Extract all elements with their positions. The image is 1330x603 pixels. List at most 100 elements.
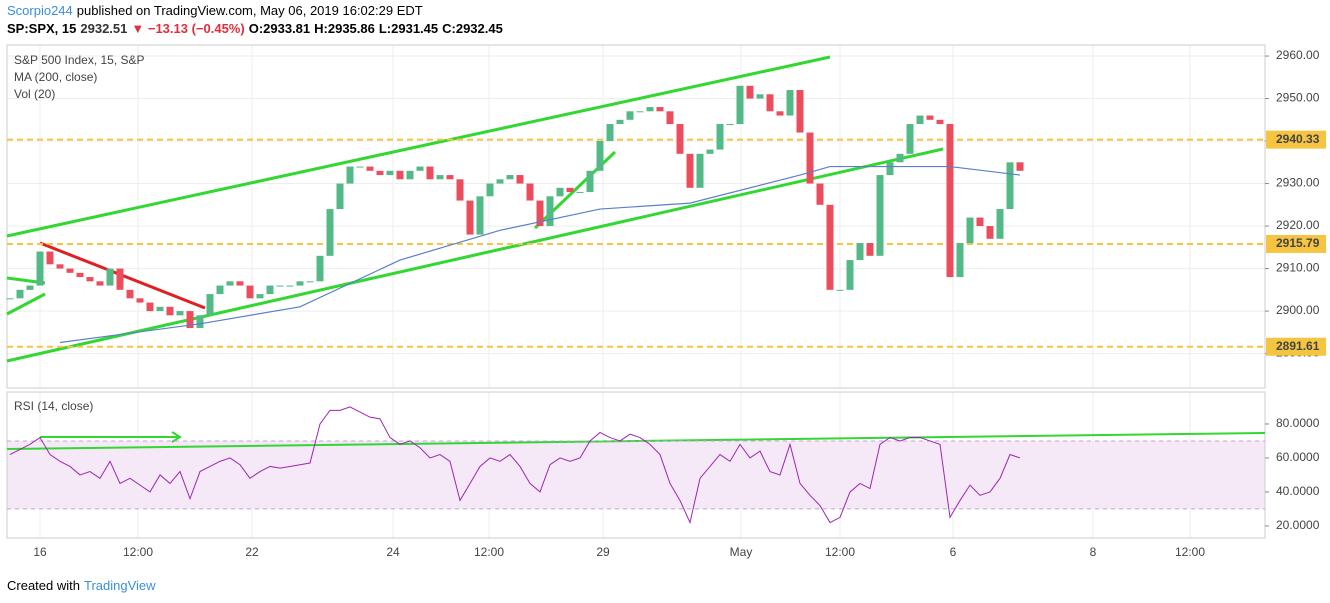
candle-body	[56, 264, 64, 269]
x-tick-label: May	[730, 545, 753, 559]
x-tick-label: 12:00	[123, 545, 153, 559]
candle-body	[276, 285, 284, 287]
candle-body	[376, 170, 384, 176]
candle-body	[176, 311, 184, 316]
candle-body	[36, 251, 44, 286]
y-tick-label: 2950.00	[1276, 91, 1320, 105]
candle-body	[306, 281, 314, 283]
y-tick-label: 40.0000	[1276, 484, 1320, 498]
candle-body	[266, 285, 274, 295]
candle-body	[186, 311, 194, 329]
candle-body	[46, 251, 54, 265]
candle-body	[246, 285, 254, 299]
candle-body	[866, 243, 874, 256]
y-tick-label: 60.0000	[1276, 450, 1320, 464]
candle-body	[936, 119, 944, 125]
candle-body	[676, 124, 684, 154]
candle-body	[516, 175, 524, 184]
candle-body	[506, 175, 514, 180]
candle-body	[926, 115, 934, 120]
arrow-head	[171, 431, 182, 443]
candle-body	[766, 94, 774, 112]
candle-body	[116, 268, 124, 290]
candle-body	[296, 281, 304, 286]
change: ▼ −13.13 (−0.45%)	[131, 21, 245, 36]
level-badge	[1266, 337, 1326, 356]
candle-body	[846, 260, 854, 290]
candle-body	[226, 281, 234, 286]
level-label: 2891.61	[1276, 339, 1320, 353]
candle-body	[206, 294, 214, 316]
candle-body	[856, 243, 864, 261]
y-tick-label: 2960.00	[1276, 48, 1320, 62]
candle-body	[986, 226, 994, 239]
candle-body	[326, 209, 334, 256]
candle-body	[136, 298, 144, 303]
candle-body	[656, 107, 664, 112]
x-tick-label: 6	[950, 545, 957, 559]
candle-body	[996, 209, 1004, 239]
y-tick-label: 80.0000	[1276, 416, 1320, 430]
candle-body	[886, 162, 894, 176]
candle-body	[66, 268, 74, 273]
candle-body	[1016, 162, 1024, 171]
candle-body	[76, 272, 84, 278]
channel-bottom	[6, 147, 944, 363]
candle-body	[906, 124, 914, 154]
candle-body	[216, 285, 224, 295]
ma-legend: MA (200, close)	[14, 70, 97, 84]
candle-body	[736, 85, 744, 125]
candle-body	[566, 187, 574, 193]
header-line-2: SP:SPX, 15 2932.51 ▼ −13.13 (−0.45%) O:2933…	[7, 21, 507, 36]
candle-body	[636, 111, 644, 113]
candle-body	[166, 306, 174, 316]
candle-body	[546, 196, 554, 227]
candle-body	[946, 124, 954, 278]
candle-body	[916, 115, 924, 125]
candle-body	[106, 268, 114, 286]
candle-body	[666, 111, 674, 125]
candle-body	[616, 119, 624, 125]
candle-body	[356, 166, 364, 168]
low: L:2931.45	[378, 21, 439, 36]
candle-body	[366, 166, 374, 171]
candle-body	[556, 187, 564, 197]
rsi-line	[9, 406, 1021, 525]
close: C:2932.45	[442, 21, 503, 36]
candle-body	[316, 255, 324, 282]
x-tick-label: 22	[245, 545, 259, 559]
candle-body	[826, 204, 834, 290]
y-tick-label: 20.0000	[1276, 518, 1320, 532]
candle-body	[86, 277, 94, 282]
rsi-trendline	[6, 432, 1266, 450]
candle-body	[436, 175, 444, 180]
vol-legend: Vol (20)	[14, 87, 55, 101]
candle-body	[626, 111, 634, 120]
y-tick-label: 2910.00	[1276, 261, 1320, 275]
candle-body	[976, 217, 984, 227]
symbol: SP:SPX, 15	[7, 21, 77, 36]
candle-body	[756, 94, 764, 99]
y-tick-label: 2900.00	[1276, 303, 1320, 317]
x-tick-label: 12:00	[825, 545, 855, 559]
candle-body	[456, 179, 464, 201]
candle-body	[486, 183, 494, 197]
brand[interactable]: TradingView	[83, 578, 156, 593]
x-tick-label: 12:00	[1175, 545, 1205, 559]
published: published on TradingView.com, May 06, 20…	[76, 3, 423, 18]
candle-body	[96, 281, 104, 286]
candle-body	[966, 217, 974, 244]
candle-body	[836, 289, 844, 291]
level-badge	[1266, 234, 1326, 253]
rsi-legend: RSI (14, close)	[14, 399, 93, 413]
candle-body	[496, 179, 504, 184]
trendlines	[6, 55, 1266, 450]
candle-body	[706, 149, 714, 154]
candle-body	[396, 170, 404, 180]
candle-body	[236, 281, 244, 286]
candle-body	[476, 196, 484, 235]
candle-body	[606, 124, 614, 142]
candle-body	[16, 289, 24, 299]
